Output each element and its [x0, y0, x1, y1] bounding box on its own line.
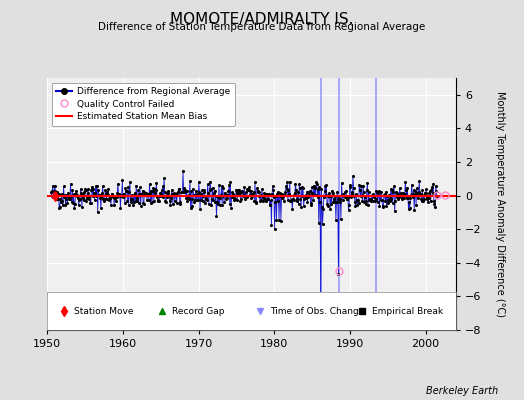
- Y-axis label: Monthly Temperature Anomaly Difference (°C): Monthly Temperature Anomaly Difference (…: [495, 91, 505, 317]
- Text: Berkeley Earth: Berkeley Earth: [425, 386, 498, 396]
- Text: Record Gap: Record Gap: [172, 306, 224, 316]
- Text: Difference of Station Temperature Data from Regional Average: Difference of Station Temperature Data f…: [99, 22, 425, 32]
- Text: Station Move: Station Move: [74, 306, 133, 316]
- Text: Empirical Break: Empirical Break: [372, 306, 443, 316]
- Text: Time of Obs. Change: Time of Obs. Change: [270, 306, 364, 316]
- Legend: Difference from Regional Average, Quality Control Failed, Estimated Station Mean: Difference from Regional Average, Qualit…: [52, 82, 235, 126]
- Text: MOMOTE/ADMIRALTY IS.: MOMOTE/ADMIRALTY IS.: [170, 12, 354, 27]
